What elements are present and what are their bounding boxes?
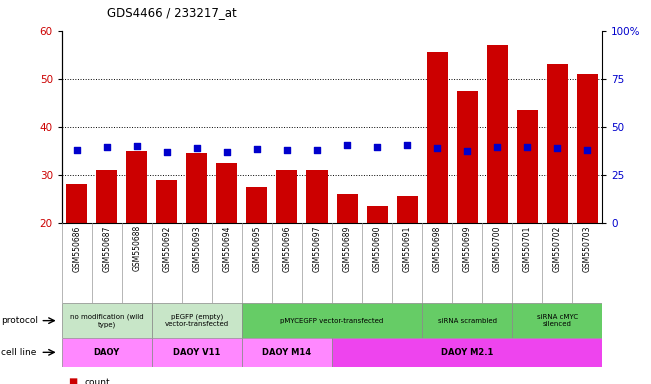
Text: GSM550694: GSM550694 [223,225,232,271]
Text: ■: ■ [68,377,77,384]
Text: GSM550702: GSM550702 [553,225,562,271]
Point [222,149,232,155]
Text: DAOY M14: DAOY M14 [262,348,312,357]
Text: GSM550691: GSM550691 [402,225,411,271]
Point [191,145,202,151]
Text: GSM550689: GSM550689 [342,225,352,271]
Text: GSM550688: GSM550688 [132,225,141,271]
Text: GSM550695: GSM550695 [253,225,262,271]
Point [522,144,533,150]
Text: GSM550700: GSM550700 [493,225,502,271]
Text: siRNA cMYC
silenced: siRNA cMYC silenced [536,314,577,327]
Bar [247,187,268,223]
Bar [512,303,602,338]
Text: DAOY V11: DAOY V11 [173,348,221,357]
Bar [96,170,117,223]
Bar [216,163,238,223]
Bar [396,196,417,223]
Text: protocol: protocol [1,316,38,325]
Bar [547,64,568,223]
Bar [62,338,152,367]
Bar [337,194,357,223]
Point [342,142,352,148]
Text: GSM550696: GSM550696 [283,225,292,271]
Point [312,147,322,153]
Text: GSM550697: GSM550697 [312,225,322,271]
Text: GSM550701: GSM550701 [523,225,532,271]
Bar [277,170,298,223]
Point [72,147,82,153]
Text: no modification (wild
type): no modification (wild type) [70,314,144,328]
Text: GSM550693: GSM550693 [193,225,201,271]
Text: GSM550698: GSM550698 [432,225,441,271]
Point [282,147,292,153]
Text: DAOY M2.1: DAOY M2.1 [441,348,493,357]
Text: GSM550686: GSM550686 [72,225,81,271]
Point [582,147,592,153]
Bar [242,303,422,338]
Point [132,143,142,149]
Text: GSM550687: GSM550687 [102,225,111,271]
Bar [66,184,87,223]
Bar [156,180,178,223]
Point [372,144,382,150]
Bar [456,91,478,223]
Text: DAOY: DAOY [94,348,120,357]
Text: GSM550692: GSM550692 [162,225,171,271]
Text: GDS4466 / 233217_at: GDS4466 / 233217_at [107,6,237,19]
Bar [486,45,508,223]
Bar [332,338,602,367]
Bar [152,338,242,367]
Bar [152,303,242,338]
Bar [307,170,327,223]
Bar [126,151,147,223]
Text: count: count [85,377,110,384]
Bar [242,338,332,367]
Point [462,147,473,154]
Bar [577,74,598,223]
Text: siRNA scrambled: siRNA scrambled [437,318,497,324]
Bar [186,153,208,223]
Point [552,145,562,151]
Bar [62,303,152,338]
Point [432,145,442,151]
Point [102,144,112,150]
Text: GSM550690: GSM550690 [372,225,381,271]
Point [402,142,412,148]
Text: pEGFP (empty)
vector-transfected: pEGFP (empty) vector-transfected [165,314,229,328]
Bar [517,110,538,223]
Text: GSM550699: GSM550699 [463,225,471,271]
Bar [367,206,387,223]
Point [252,146,262,152]
Bar [422,303,512,338]
Text: GSM550703: GSM550703 [583,225,592,271]
Point [492,144,503,150]
Point [161,149,172,155]
Bar [426,52,448,223]
Text: pMYCEGFP vector-transfected: pMYCEGFP vector-transfected [281,318,383,324]
Text: cell line: cell line [1,348,36,357]
